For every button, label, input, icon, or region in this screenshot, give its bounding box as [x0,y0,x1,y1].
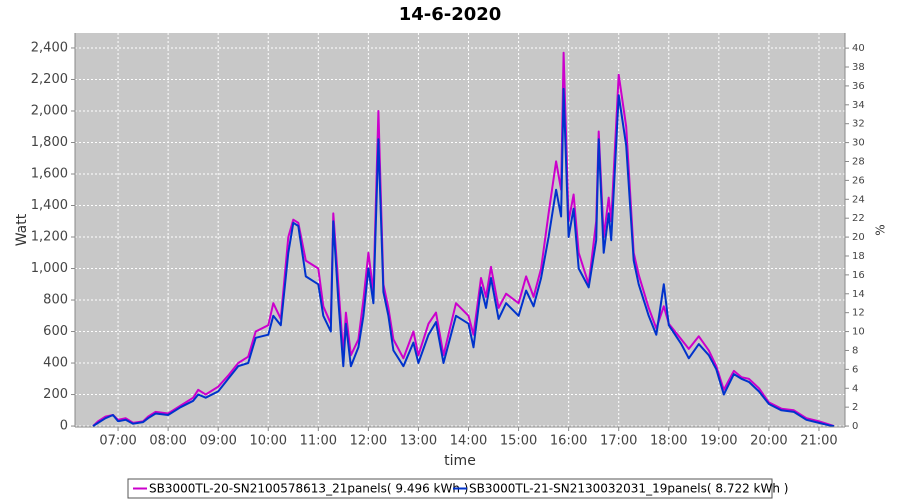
y2-axis-label: % [874,224,888,235]
x-tick-label: 21:00 [800,434,837,449]
y2-tick-label: 6 [852,364,858,375]
y2-tick-label: 18 [852,251,865,262]
y-tick-label: 600 [43,324,68,339]
x-tick-label: 20:00 [750,434,787,449]
x-tick-label: 14:00 [450,434,487,449]
x-tick-label: 07:00 [99,434,136,449]
y2-tick-label: 14 [852,289,865,300]
y2-tick-label: 22 [852,213,865,224]
y2-tick-label: 34 [852,100,865,111]
y-axis-label: Watt [14,213,30,246]
y-tick-label: 1,600 [31,166,68,181]
y-tick-label: 800 [43,293,68,308]
y2-tick-label: 32 [852,119,865,130]
x-axis-label: time [444,453,476,469]
x-tick-label: 19:00 [700,434,737,449]
x-tick-label: 11:00 [300,434,337,449]
y-tick-label: 1,400 [31,198,68,213]
y-tick-label: 1,000 [31,261,68,276]
y2-tick-label: 24 [852,194,865,205]
x-tick-label: 08:00 [149,434,186,449]
series-line [92,51,835,428]
y2-tick-label: 0 [852,421,858,432]
legend-label: SB3000TL-21-SN2130032031_19panels( 8.722… [469,482,788,496]
plot-area [75,33,845,427]
y2-tick-label: 8 [852,345,858,356]
y-tick-label: 200 [43,387,68,402]
y2-tick-label: 30 [852,138,865,149]
y2-tick-label: 36 [852,81,865,92]
y2-tick-label: 20 [852,232,865,243]
y-tick-label: 2,400 [31,40,68,55]
y2-tick-label: 16 [852,270,865,281]
x-tick-label: 13:00 [400,434,437,449]
y-tick-label: 400 [43,356,68,371]
chart-title: 14-6-2020 [399,4,502,25]
y2-tick-label: 12 [852,308,865,319]
y-tick-label: 0 [60,419,68,434]
x-tick-label: 17:00 [600,434,637,449]
x-tick-label: 12:00 [350,434,387,449]
series-line [92,87,835,428]
y2-tick-label: 40 [852,43,865,54]
legend [127,478,773,499]
y2-tick-label: 10 [852,327,865,338]
y2-tick-label: 28 [852,156,865,167]
x-tick-label: 18:00 [650,434,687,449]
y2-tick-label: 38 [852,62,865,73]
y-tick-label: 2,000 [31,103,68,118]
y-tick-label: 1,800 [31,135,68,150]
y2-tick-label: 4 [852,383,858,394]
x-tick-label: 10:00 [250,434,287,449]
x-tick-label: 09:00 [199,434,236,449]
x-tick-label: 15:00 [500,434,537,449]
y-tick-label: 1,200 [31,230,68,245]
y-tick-label: 2,200 [31,72,68,87]
x-tick-label: 16:00 [550,434,587,449]
legend-label: SB3000TL-20-SN2100578613_21panels( 9.496… [149,482,468,496]
y2-tick-label: 2 [852,402,858,413]
y2-tick-label: 26 [852,175,865,186]
